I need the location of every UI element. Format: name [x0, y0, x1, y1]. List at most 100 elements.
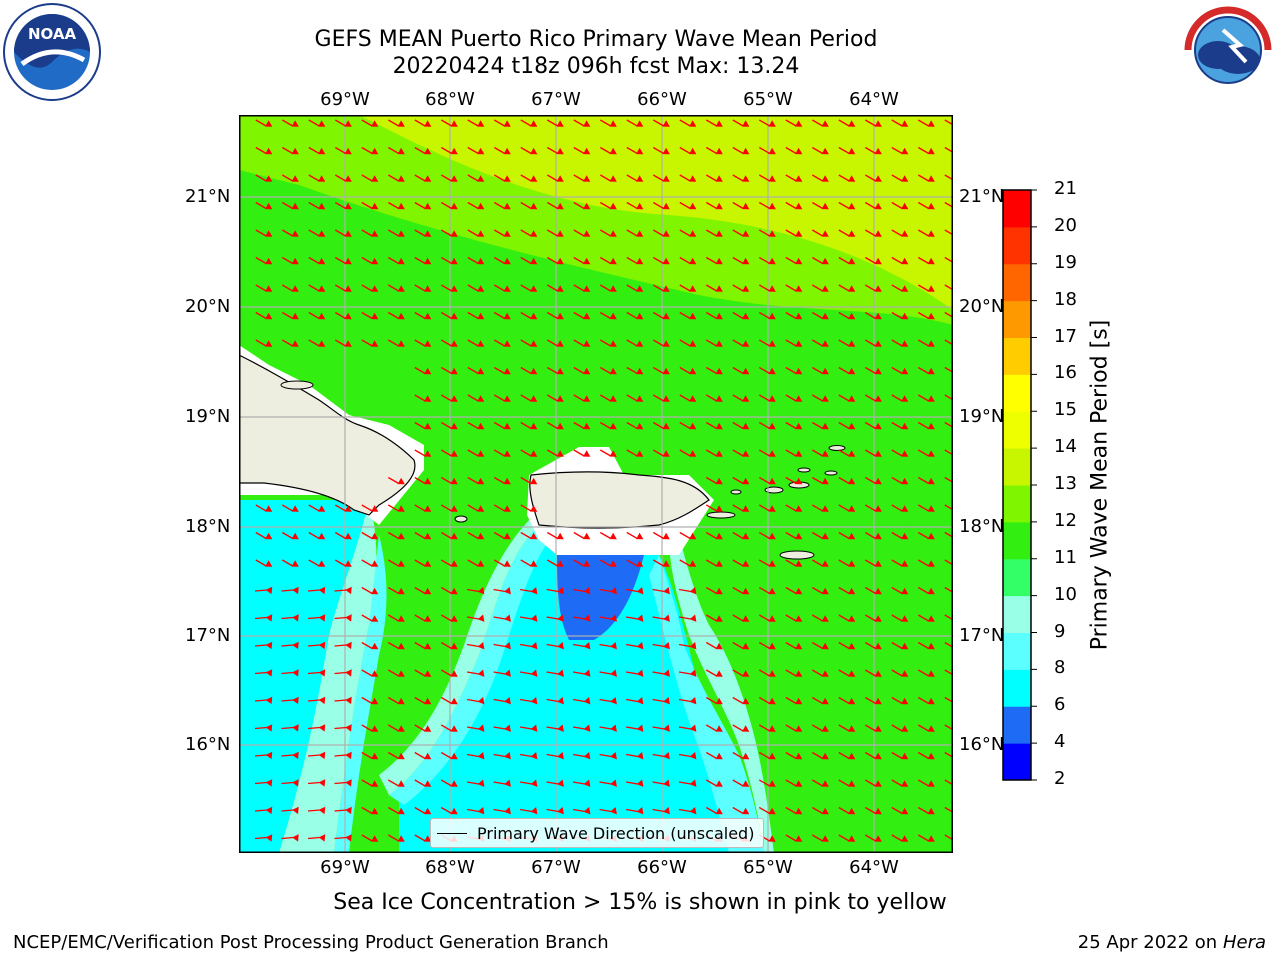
wave-direction-arrowhead	[874, 477, 882, 485]
wave-direction-arrowhead	[663, 669, 670, 677]
wave-direction-arrowhead	[795, 807, 803, 815]
wave-direction-arrowhead	[610, 614, 617, 622]
wave-direction-arrowhead	[371, 725, 379, 732]
lat-label-left: 18°N	[185, 516, 231, 537]
wave-direction-arrowhead	[636, 560, 644, 567]
wave-direction-arrowhead	[742, 367, 750, 375]
wave-direction-arrowhead	[477, 532, 485, 540]
wave-direction-arrow	[387, 146, 400, 155]
wave-direction-arrowhead	[742, 780, 750, 787]
wave-direction-arrowhead	[318, 586, 326, 595]
wave-direction-arrowhead	[556, 202, 564, 210]
wave-direction-arrowhead	[874, 725, 882, 732]
wave-direction-arrow	[758, 586, 771, 595]
wave-direction-arrow	[626, 119, 638, 127]
wave-direction-arrowhead	[503, 532, 511, 540]
wave-direction-arrowhead	[610, 642, 617, 650]
wave-direction-arrowhead	[609, 120, 617, 127]
wave-direction-arrow	[334, 726, 347, 730]
wave-direction-arrowhead	[477, 642, 485, 650]
wave-direction-arrow	[255, 256, 267, 265]
wave-direction-arrowhead	[874, 560, 882, 567]
wave-direction-arrowhead	[503, 120, 511, 127]
colorbar-title: Primary Wave Mean Period [s]	[1087, 319, 1113, 651]
wave-direction-arrowhead	[927, 257, 935, 265]
wave-direction-arrowhead	[345, 696, 352, 705]
wave-direction-arrowhead	[371, 202, 379, 210]
wave-direction-arrow	[255, 284, 267, 292]
wave-direction-arrowhead	[318, 669, 326, 677]
wave-direction-arrow	[414, 724, 426, 732]
wave-direction-arrowhead	[715, 367, 723, 375]
wave-direction-arrowhead	[927, 807, 935, 815]
wave-direction-arrowhead	[318, 751, 326, 760]
wave-direction-arrow	[864, 119, 877, 127]
wave-direction-arrow	[705, 201, 718, 210]
wave-direction-arrow	[493, 174, 506, 182]
wave-direction-arrowhead	[715, 202, 723, 210]
wave-direction-arrow	[785, 559, 797, 567]
wave-direction-arrow	[785, 229, 797, 237]
wave-direction-arrow	[599, 531, 612, 540]
wave-direction-arrow	[944, 229, 953, 236]
wave-direction-arrow	[864, 834, 877, 842]
wave-direction-arrowhead	[265, 312, 273, 320]
wave-direction-arrowhead	[689, 752, 697, 760]
wave-direction-arrowhead	[477, 614, 485, 622]
wave-direction-arrowhead	[821, 367, 829, 375]
wave-direction-arrowhead	[848, 120, 856, 127]
wave-direction-arrow	[811, 531, 824, 540]
wave-direction-arrowhead	[689, 175, 697, 182]
wave-direction-arrowhead	[291, 560, 299, 567]
wave-direction-arrow	[308, 531, 320, 540]
wave-direction-arrowhead	[397, 670, 405, 677]
wave-direction-arrow	[917, 669, 930, 677]
wave-direction-arrow	[466, 753, 480, 758]
wave-direction-arrow	[414, 421, 426, 430]
wave-direction-arrow	[281, 311, 294, 320]
wave-direction-arrowhead	[504, 642, 511, 650]
wave-direction-arrow	[493, 726, 506, 730]
colorbar-band	[1003, 706, 1031, 744]
wave-direction-arrow	[705, 614, 718, 622]
wave-direction-arrow	[546, 559, 559, 567]
wave-direction-arrow	[625, 671, 639, 675]
wave-direction-arrowhead	[530, 587, 538, 595]
wave-direction-arrowhead	[371, 175, 379, 182]
wave-direction-arrow	[387, 311, 400, 320]
wave-direction-arrowhead	[397, 312, 405, 320]
wave-direction-arrow	[387, 119, 400, 127]
wave-direction-arrow	[705, 669, 718, 677]
wave-direction-arrowhead	[927, 670, 935, 677]
wave-direction-arrow	[414, 614, 426, 622]
wave-direction-arrow	[917, 834, 930, 842]
wave-direction-arrowhead	[424, 532, 432, 540]
wave-direction-arrow	[811, 806, 824, 815]
wave-direction-arrowhead	[901, 752, 909, 760]
wave-direction-arrowhead	[530, 450, 538, 457]
wave-direction-arrowhead	[768, 395, 776, 402]
colorbar-band	[1003, 374, 1031, 412]
wave-direction-arrowhead	[715, 642, 723, 650]
wave-direction-arrowhead	[848, 477, 856, 485]
wave-direction-arrow	[466, 671, 480, 675]
wave-direction-arrowhead	[689, 724, 697, 732]
wave-direction-arrowhead	[318, 340, 326, 347]
wave-direction-arrowhead	[636, 697, 644, 705]
wave-direction-arrow	[440, 174, 453, 182]
wave-direction-arrowhead	[424, 587, 432, 595]
wave-direction-arrow	[944, 174, 953, 181]
wave-direction-arrow	[440, 669, 453, 677]
wave-direction-arrow	[493, 781, 506, 785]
wave-direction-arrowhead	[318, 257, 326, 265]
wave-direction-arrow	[917, 586, 930, 595]
wave-direction-arrow	[944, 504, 953, 511]
wave-direction-arrowhead	[636, 779, 644, 787]
wave-direction-arrow	[891, 311, 903, 320]
wave-direction-arrowhead	[265, 532, 273, 540]
wave-direction-arrowhead	[874, 175, 882, 182]
wave-direction-arrowhead	[344, 560, 352, 567]
wave-direction-arrowhead	[795, 395, 803, 402]
wave-direction-arrow	[414, 449, 426, 457]
wave-direction-arrow	[732, 476, 744, 485]
